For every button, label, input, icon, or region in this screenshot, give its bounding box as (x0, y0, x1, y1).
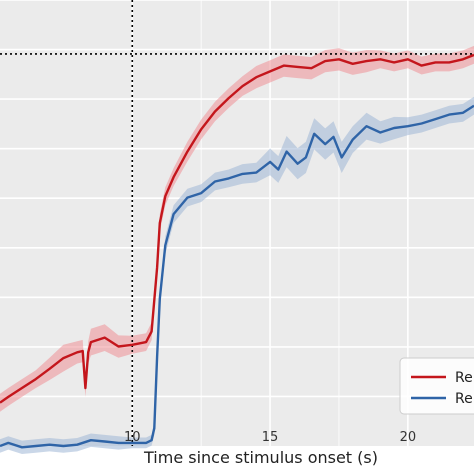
plot-background (0, 0, 474, 446)
series-line (0, 104, 474, 449)
legend-label: Re (455, 391, 473, 407)
x-tick-label: 10 (124, 430, 141, 445)
series-line (0, 53, 474, 404)
x-tick-labels: 10 15 20 (124, 430, 416, 445)
x-tick-label: 15 (262, 430, 279, 445)
confidence-band (0, 96, 474, 455)
legend-box (399, 357, 474, 415)
grid-lines (0, 0, 474, 446)
x-axis-label: Time since stimulus onset (s) (143, 448, 378, 467)
x-tick-label: 20 (400, 430, 417, 445)
reference-lines (0, 0, 474, 446)
confidence-bands (0, 45, 474, 455)
legend: Re Re (399, 357, 474, 415)
confidence-band (0, 45, 474, 412)
legend-label: Re (455, 370, 473, 386)
series-lines (0, 53, 474, 449)
